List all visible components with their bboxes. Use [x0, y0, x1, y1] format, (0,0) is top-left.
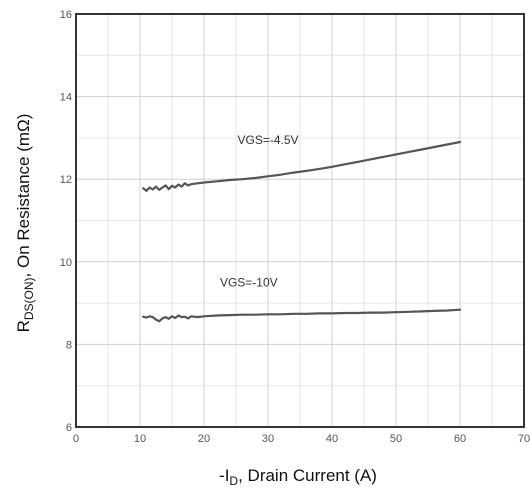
x-axis-title: -ID, Drain Current (A) — [219, 466, 377, 488]
y-axis-title-rest: , On Resistance (mΩ) — [14, 114, 33, 278]
annotation-layer: VGS=-4.5V VGS=-10V — [220, 133, 299, 289]
y-axis-title-prefix: R — [14, 320, 33, 332]
x-tick-label: 70 — [518, 433, 530, 445]
y-tick-label: 16 — [60, 9, 72, 21]
series-line-vgs-10v — [142, 308, 462, 323]
y-tick-label: 10 — [60, 257, 72, 269]
x-axis-title-sub: D — [229, 474, 238, 488]
y-axis-title: RDS(ON), On Resistance (mΩ) — [14, 114, 36, 333]
tick-layer: 0 10 20 30 40 50 60 70 6 8 10 12 14 16 — [60, 9, 530, 445]
x-tick-label: 30 — [262, 433, 274, 445]
series-layer — [142, 140, 462, 323]
series-line-vgs-4p5v — [142, 140, 462, 192]
y-tick-label: 8 — [66, 339, 72, 351]
y-axis-title-sub: DS(ON) — [22, 277, 36, 320]
x-tick-label: 60 — [454, 433, 466, 445]
y-tick-label: 6 — [66, 422, 72, 434]
series-label-vgs-10v: VGS=-10V — [220, 276, 278, 290]
x-tick-label: 50 — [390, 433, 402, 445]
x-tick-label: 20 — [198, 433, 210, 445]
grid-layer — [76, 14, 524, 427]
x-tick-label: 40 — [326, 433, 338, 445]
x-tick-label: 0 — [73, 433, 79, 445]
x-axis-title-rest: , Drain Current (A) — [238, 466, 377, 485]
x-axis-title-prefix: -I — [219, 466, 229, 485]
x-tick-label: 10 — [134, 433, 146, 445]
y-tick-label: 14 — [60, 92, 72, 104]
y-tick-label: 12 — [60, 174, 72, 186]
series-label-vgs-4p5v: VGS=-4.5V — [237, 133, 298, 147]
plot-frame — [75, 13, 525, 428]
